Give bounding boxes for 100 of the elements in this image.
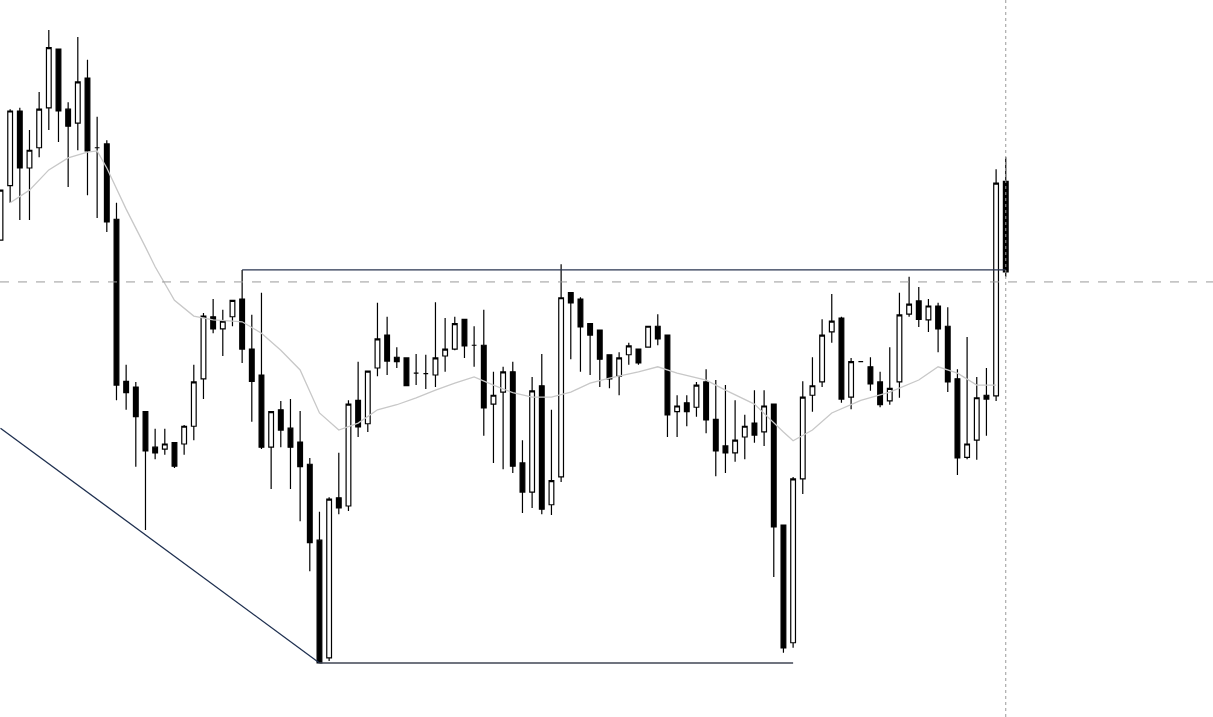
- candlestick: [693, 381, 700, 418]
- candlestick: [703, 368, 710, 434]
- candlestick: [306, 457, 313, 572]
- candlestick: [799, 380, 806, 495]
- candlestick: [616, 351, 623, 396]
- candlestick: [451, 316, 458, 351]
- candlestick: [45, 29, 52, 131]
- candlestick: [200, 312, 207, 400]
- candlestick: [297, 410, 304, 522]
- candlestick: [422, 354, 429, 390]
- candlestick: [113, 202, 120, 401]
- candlestick: [161, 428, 168, 456]
- candlestick: [403, 356, 410, 387]
- candlestick: [819, 318, 826, 388]
- candlestick: [277, 400, 284, 448]
- candlestick: [683, 394, 690, 427]
- candlestick: [741, 414, 748, 460]
- candlestick: [645, 325, 652, 348]
- candlestick: [268, 411, 275, 490]
- candlestick: [142, 411, 149, 531]
- candlestick: [751, 389, 758, 444]
- candlestick: [838, 316, 845, 404]
- candlestick: [954, 368, 961, 476]
- candlestick: [993, 168, 1000, 402]
- candlestick: [848, 357, 855, 410]
- candlestick: [26, 129, 33, 221]
- candlestick: [364, 370, 371, 433]
- candlestick: [181, 424, 188, 456]
- candlestick: [867, 356, 874, 392]
- candlestick: [558, 263, 565, 483]
- candlestick: [596, 329, 603, 388]
- candlestick: [896, 292, 903, 399]
- candlestick: [732, 399, 739, 463]
- candlestick: [906, 276, 913, 318]
- candlestick: [248, 314, 255, 423]
- candlestick: [103, 139, 110, 233]
- candlestick: [625, 342, 632, 366]
- candlestick: [229, 299, 236, 327]
- candlestick: [790, 476, 797, 649]
- candlestick: [809, 356, 816, 413]
- candlestick: [471, 325, 478, 368]
- candlestick: [780, 524, 787, 654]
- candlestick: [393, 346, 400, 369]
- candlestick: [577, 296, 584, 373]
- candlestick: [287, 398, 294, 490]
- candlestick: [500, 366, 507, 470]
- candlestick: [65, 101, 72, 188]
- candlestick: [55, 48, 62, 143]
- candlestick: [355, 361, 362, 438]
- candlestick: [190, 364, 197, 441]
- candlestick: [761, 389, 768, 447]
- candlestick: [326, 496, 333, 662]
- candlestick: [239, 269, 246, 364]
- candlestick: [935, 302, 942, 353]
- candlestick: [219, 309, 226, 357]
- candlestick: [654, 313, 661, 346]
- candlestick: [983, 367, 990, 437]
- candlestick: [74, 36, 81, 151]
- candlestick: [461, 318, 468, 359]
- candlestick: [509, 361, 516, 474]
- candlestick: [345, 399, 352, 512]
- candlestick: [16, 107, 23, 221]
- candlestick: [123, 364, 130, 411]
- candlestick: [94, 116, 101, 219]
- candlestick: [519, 439, 526, 514]
- candlestick: [770, 403, 777, 578]
- candlestick: [442, 317, 449, 373]
- candlestick: [964, 336, 971, 460]
- candlestick: [7, 108, 14, 204]
- candlestick: [664, 334, 671, 438]
- candlestick: [587, 323, 594, 376]
- candlestick: [413, 353, 420, 386]
- candlestick: [529, 376, 536, 509]
- candlestick: [635, 348, 642, 366]
- candlestick: [132, 381, 139, 468]
- candlestick: [335, 452, 342, 515]
- candlestick: [490, 371, 497, 464]
- candlestick: [374, 302, 381, 377]
- candlestick: [84, 59, 91, 196]
- candlestick: [925, 298, 932, 333]
- candlestick: [480, 309, 487, 437]
- candlestick: [316, 511, 323, 664]
- candlestick: [432, 301, 439, 388]
- candlestick: [915, 286, 922, 328]
- candlestick: [1002, 156, 1009, 278]
- candlestick: [877, 371, 884, 408]
- candlestick: [384, 316, 391, 376]
- candlestick: [36, 91, 43, 158]
- candlestick: [538, 353, 545, 515]
- candlestick: [258, 292, 265, 450]
- candlestick: [886, 346, 893, 406]
- candlestick: [567, 292, 574, 360]
- candlestick: [548, 409, 555, 516]
- candlestick: [712, 379, 719, 477]
- candlestick: [152, 428, 159, 460]
- candlestick: [973, 376, 980, 461]
- candlestick: [722, 384, 729, 474]
- candlestick: [674, 394, 681, 438]
- candlestick: [828, 293, 835, 344]
- candlestick: [171, 441, 178, 469]
